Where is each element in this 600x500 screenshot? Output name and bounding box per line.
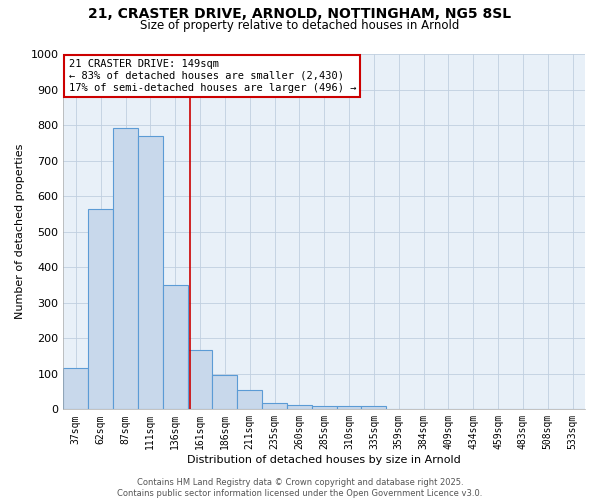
Bar — [287, 405, 312, 409]
Bar — [138, 136, 163, 409]
Bar — [188, 350, 212, 410]
Bar — [113, 128, 138, 410]
X-axis label: Distribution of detached houses by size in Arnold: Distribution of detached houses by size … — [187, 455, 461, 465]
Text: Contains HM Land Registry data © Crown copyright and database right 2025.
Contai: Contains HM Land Registry data © Crown c… — [118, 478, 482, 498]
Bar — [262, 403, 287, 409]
Text: 21, CRASTER DRIVE, ARNOLD, NOTTINGHAM, NG5 8SL: 21, CRASTER DRIVE, ARNOLD, NOTTINGHAM, N… — [88, 8, 512, 22]
Text: Size of property relative to detached houses in Arnold: Size of property relative to detached ho… — [140, 18, 460, 32]
Text: 21 CRASTER DRIVE: 149sqm
← 83% of detached houses are smaller (2,430)
17% of sem: 21 CRASTER DRIVE: 149sqm ← 83% of detach… — [68, 60, 356, 92]
Bar — [212, 374, 237, 410]
Bar — [64, 368, 88, 410]
Bar — [163, 285, 188, 410]
Bar — [88, 208, 113, 410]
Y-axis label: Number of detached properties: Number of detached properties — [15, 144, 25, 320]
Bar — [337, 406, 361, 410]
Bar — [237, 390, 262, 409]
Bar — [312, 406, 337, 409]
Bar — [361, 406, 386, 410]
